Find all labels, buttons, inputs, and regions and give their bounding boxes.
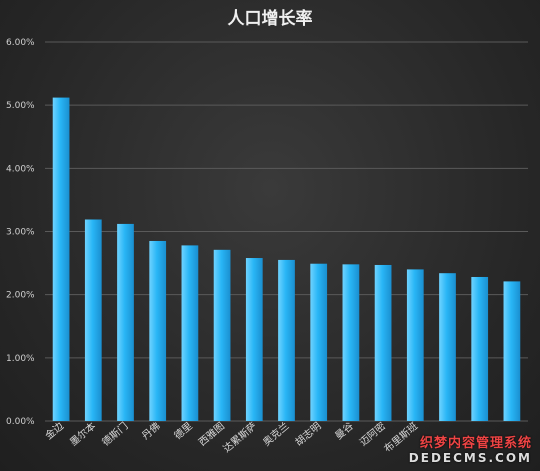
x-tick-label: 达累斯萨 bbox=[220, 419, 259, 455]
bar bbox=[310, 263, 328, 421]
y-tick-label: 4.00% bbox=[6, 164, 35, 174]
bar bbox=[181, 245, 199, 421]
x-tick-label: 迈阿密 bbox=[357, 419, 388, 448]
y-tick-label: 0.00% bbox=[6, 417, 35, 427]
bar bbox=[149, 240, 167, 421]
bar bbox=[117, 223, 134, 421]
bar bbox=[213, 249, 231, 421]
chart-title: 人口增长率 bbox=[228, 8, 313, 29]
x-tick-label: 金边 bbox=[42, 419, 66, 442]
x-tick-label: 奥克兰 bbox=[260, 419, 291, 448]
y-tick-label: 2.00% bbox=[6, 291, 35, 301]
watermark-line-2: DEDECMS.COM bbox=[408, 451, 532, 465]
x-tick-label: 墨尔本 bbox=[67, 419, 98, 448]
bar bbox=[471, 276, 489, 421]
bar bbox=[503, 281, 521, 421]
bar bbox=[439, 273, 456, 421]
y-tick-label: 6.00% bbox=[6, 38, 35, 48]
bar bbox=[374, 264, 392, 421]
y-tick-label: 3.00% bbox=[6, 228, 35, 238]
y-tick-label: 5.00% bbox=[6, 101, 35, 111]
x-tick-label: 曼谷 bbox=[333, 420, 356, 442]
bar bbox=[52, 97, 70, 421]
x-tick-label: 德斯门 bbox=[99, 419, 130, 448]
watermark: 织梦内容管理系统 DEDECMS.COM bbox=[409, 432, 532, 465]
bar bbox=[406, 269, 424, 421]
y-tick-label: 1.00% bbox=[6, 354, 35, 364]
x-tick-label: 丹佛 bbox=[139, 419, 163, 442]
x-tick-label: 西雅图 bbox=[196, 419, 227, 448]
x-tick-label: 胡志明 bbox=[292, 419, 323, 448]
bar bbox=[84, 219, 102, 421]
watermark-line-1: 织梦内容管理系统 bbox=[419, 436, 532, 451]
x-tick-label: 德里 bbox=[171, 419, 195, 442]
bar bbox=[278, 259, 295, 421]
bar bbox=[342, 264, 360, 421]
bar bbox=[245, 258, 263, 421]
